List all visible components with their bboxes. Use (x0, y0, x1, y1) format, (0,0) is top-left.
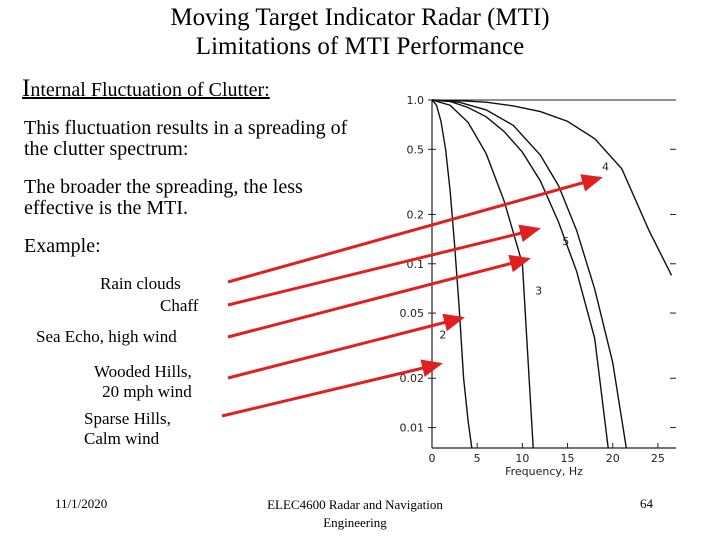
x-tick-label: 20 (606, 452, 620, 465)
y-tick-label: 0.5 (407, 143, 425, 156)
paragraph-effectiveness: The broader the spreading, the less effe… (24, 176, 303, 219)
footer-course: ELEC4600 Radar and Navigation Engineerin… (267, 497, 443, 530)
curve-label: 5 (562, 235, 569, 248)
example-sea-echo: Sea Echo, high wind (36, 327, 177, 346)
example-sparse-hills-line2: Calm wind (84, 429, 160, 448)
pointer-arrow (227, 224, 541, 307)
y-tick-label: 0.01 (400, 422, 425, 435)
example-sparse-hills: Sparse Hills, Calm wind (84, 409, 171, 449)
example-label: Example: (24, 235, 101, 257)
y-tick-label: 0.02 (400, 372, 425, 385)
example-chaff: Chaff (160, 296, 199, 315)
example-wooded-hills-line2: 20 mph wind (102, 382, 192, 401)
pointer-arrow (221, 359, 443, 418)
x-axis-label: Frequency, Hz (505, 465, 583, 478)
curve-label: 4 (602, 161, 609, 174)
slide-title-line1: Moving Target Indicator Radar (MTI) (170, 4, 550, 31)
x-tick-label: 10 (515, 452, 529, 465)
example-wooded-hills-line1: Wooded Hills, (94, 362, 192, 381)
y-tick-label: 0.05 (400, 307, 425, 320)
pointer-arrow (227, 313, 465, 380)
example-rain-clouds: Rain clouds (100, 274, 181, 293)
example-sparse-hills-line1: Sparse Hills, (84, 409, 171, 428)
x-tick-label: 25 (651, 452, 665, 465)
footer-date: 11/1/2020 (55, 496, 108, 511)
spectrum-curve-2 (431, 99, 534, 449)
y-tick-label: 1.0 (407, 94, 425, 107)
heading-text: nternal Fluctuation of Clutter: (30, 79, 270, 101)
paragraph-spreading: This fluctuation results in a spreading … (24, 117, 348, 160)
curve-label: 2 (439, 328, 446, 341)
example-wooded-hills: Wooded Hills, 20 mph wind (94, 362, 192, 402)
spectrum-curve-5 (431, 99, 627, 449)
section-heading: Internal Fluctuation of Clutter: (22, 75, 270, 103)
spectrum-curve-4 (431, 99, 673, 276)
x-tick-label: 0 (429, 452, 436, 465)
slide-title-line2: Limitations of MTI Performance (195, 33, 525, 60)
y-tick-label: 0.2 (407, 208, 425, 221)
pointer-arrow (227, 174, 603, 284)
x-tick-label: 5 (474, 452, 481, 465)
footer-page-number: 64 (640, 496, 653, 511)
spectrum-curve-3 (431, 99, 609, 449)
x-tick-label: 15 (561, 452, 575, 465)
heading-initial: I (22, 75, 31, 102)
pointer-arrow (227, 254, 531, 339)
curve-label: 3 (535, 284, 542, 297)
